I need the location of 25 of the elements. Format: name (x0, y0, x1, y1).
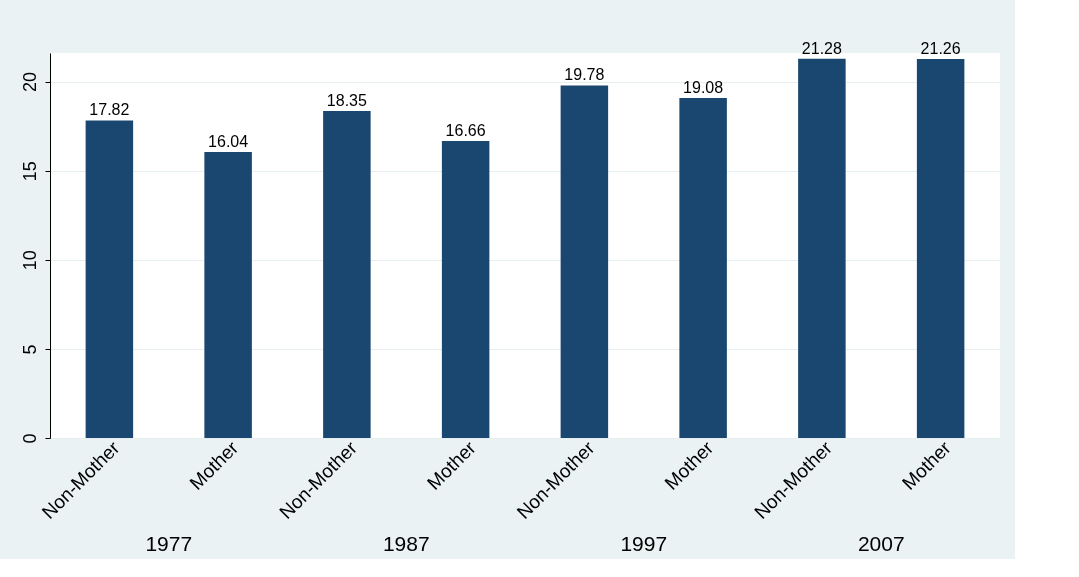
x-tick-label: 1997 (620, 531, 668, 555)
bar (85, 120, 134, 438)
data-label: 16.04 (208, 133, 249, 151)
data-label: 19.08 (683, 78, 724, 96)
y-tick-label: 20 (19, 72, 40, 93)
x-tick-label: 1987 (382, 531, 430, 555)
bar (679, 97, 727, 438)
data-label: 16.66 (445, 122, 486, 140)
bar (323, 110, 371, 438)
bar (204, 152, 252, 438)
bar (560, 85, 609, 438)
x-tick-label: 1977 (145, 531, 193, 555)
bar (798, 58, 846, 438)
y-tick-label: 0 (19, 433, 40, 444)
bar (916, 59, 965, 438)
y-tick-label: 15 (19, 161, 40, 182)
bar (441, 141, 490, 438)
data-label: 21.28 (801, 39, 842, 57)
data-label: 17.82 (89, 101, 130, 119)
y-tick-label: 5 (19, 344, 40, 355)
y-tick-label: 10 (19, 250, 40, 271)
data-label: 18.35 (326, 91, 367, 109)
data-label: 19.78 (564, 66, 605, 84)
data-label: 21.26 (920, 40, 961, 58)
x-tick-label: 2007 (857, 531, 905, 555)
